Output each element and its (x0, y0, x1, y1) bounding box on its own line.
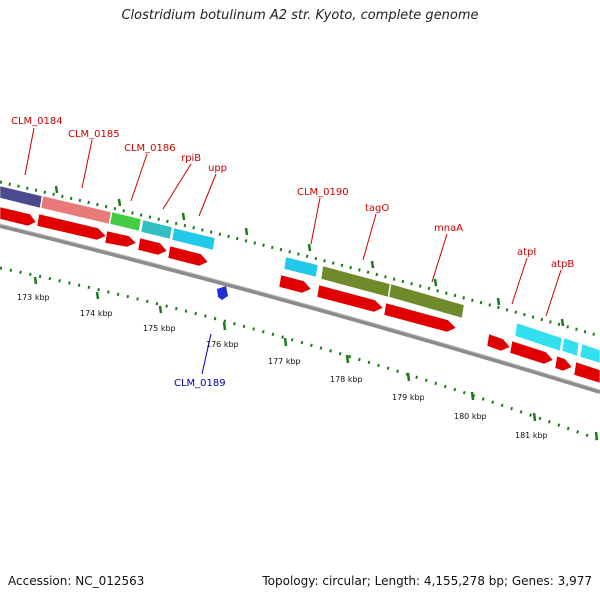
kbp-label: 173 kbp (17, 293, 50, 302)
leader-line (82, 140, 92, 188)
leader-line (432, 234, 447, 282)
topology-text: Topology: circular; Length: 4,155,278 bp… (262, 574, 592, 588)
gene-label-atpi: atpI (517, 247, 536, 258)
cds-arrow (555, 356, 572, 371)
gene-bar-atpb (562, 338, 579, 356)
leader-line (131, 154, 147, 201)
kbp-label: 175 kbp (143, 324, 176, 333)
leader-line (363, 214, 376, 260)
leader-line (546, 270, 561, 316)
gene-label-tago: tagO (365, 203, 389, 214)
leader-line (199, 174, 216, 216)
genome-map: 173 kbp 174 kbp 175 kbp 176 kbp 177 kbp … (0, 0, 600, 600)
cds-arrow (279, 275, 311, 293)
cds-arrow (138, 238, 167, 255)
kbp-label: 176 kbp (206, 340, 239, 349)
kbp-label: 174 kbp (80, 309, 113, 318)
leader-line (512, 258, 527, 304)
clm0189-marker (217, 286, 228, 300)
gene-bar-next (580, 344, 600, 363)
gene-bar-clm0186 (110, 212, 141, 231)
kbp-label: 178 kbp (330, 375, 363, 384)
gene-label-rpib: rpiB (181, 153, 201, 164)
leader-line (311, 198, 320, 244)
kbp-label: 181 kbp (515, 431, 548, 440)
cds-arrow (168, 246, 208, 266)
cds-arrow (574, 362, 600, 383)
kbp-label: 180 kbp (454, 412, 487, 421)
leader-line (163, 164, 191, 209)
gene-label-clm0190: CLM_0190 (297, 187, 349, 198)
gene-label-clm0189: CLM_0189 (174, 378, 226, 389)
gene-label-clm0184: CLM_0184 (11, 116, 63, 127)
cds-arrow (0, 207, 36, 226)
lower-tick-row (0, 268, 600, 440)
cds-arrow (487, 334, 510, 351)
accession-text: Accession: NC_012563 (8, 574, 144, 588)
gene-label-clm0185: CLM_0185 (68, 129, 120, 140)
kbp-label: 177 kbp (268, 357, 301, 366)
gene-bar-clm0190 (284, 257, 318, 277)
gene-bar-upp (172, 228, 215, 250)
gene-label-mnaa: mnaA (434, 223, 463, 234)
gene-label-atpb: atpB (551, 259, 574, 270)
cds-arrow (105, 231, 136, 247)
gene-label-upp: upp (208, 163, 227, 174)
leader-line (25, 128, 34, 175)
kbp-label: 179 kbp (392, 393, 425, 402)
gene-label-clm0186: CLM_0186 (124, 143, 176, 154)
